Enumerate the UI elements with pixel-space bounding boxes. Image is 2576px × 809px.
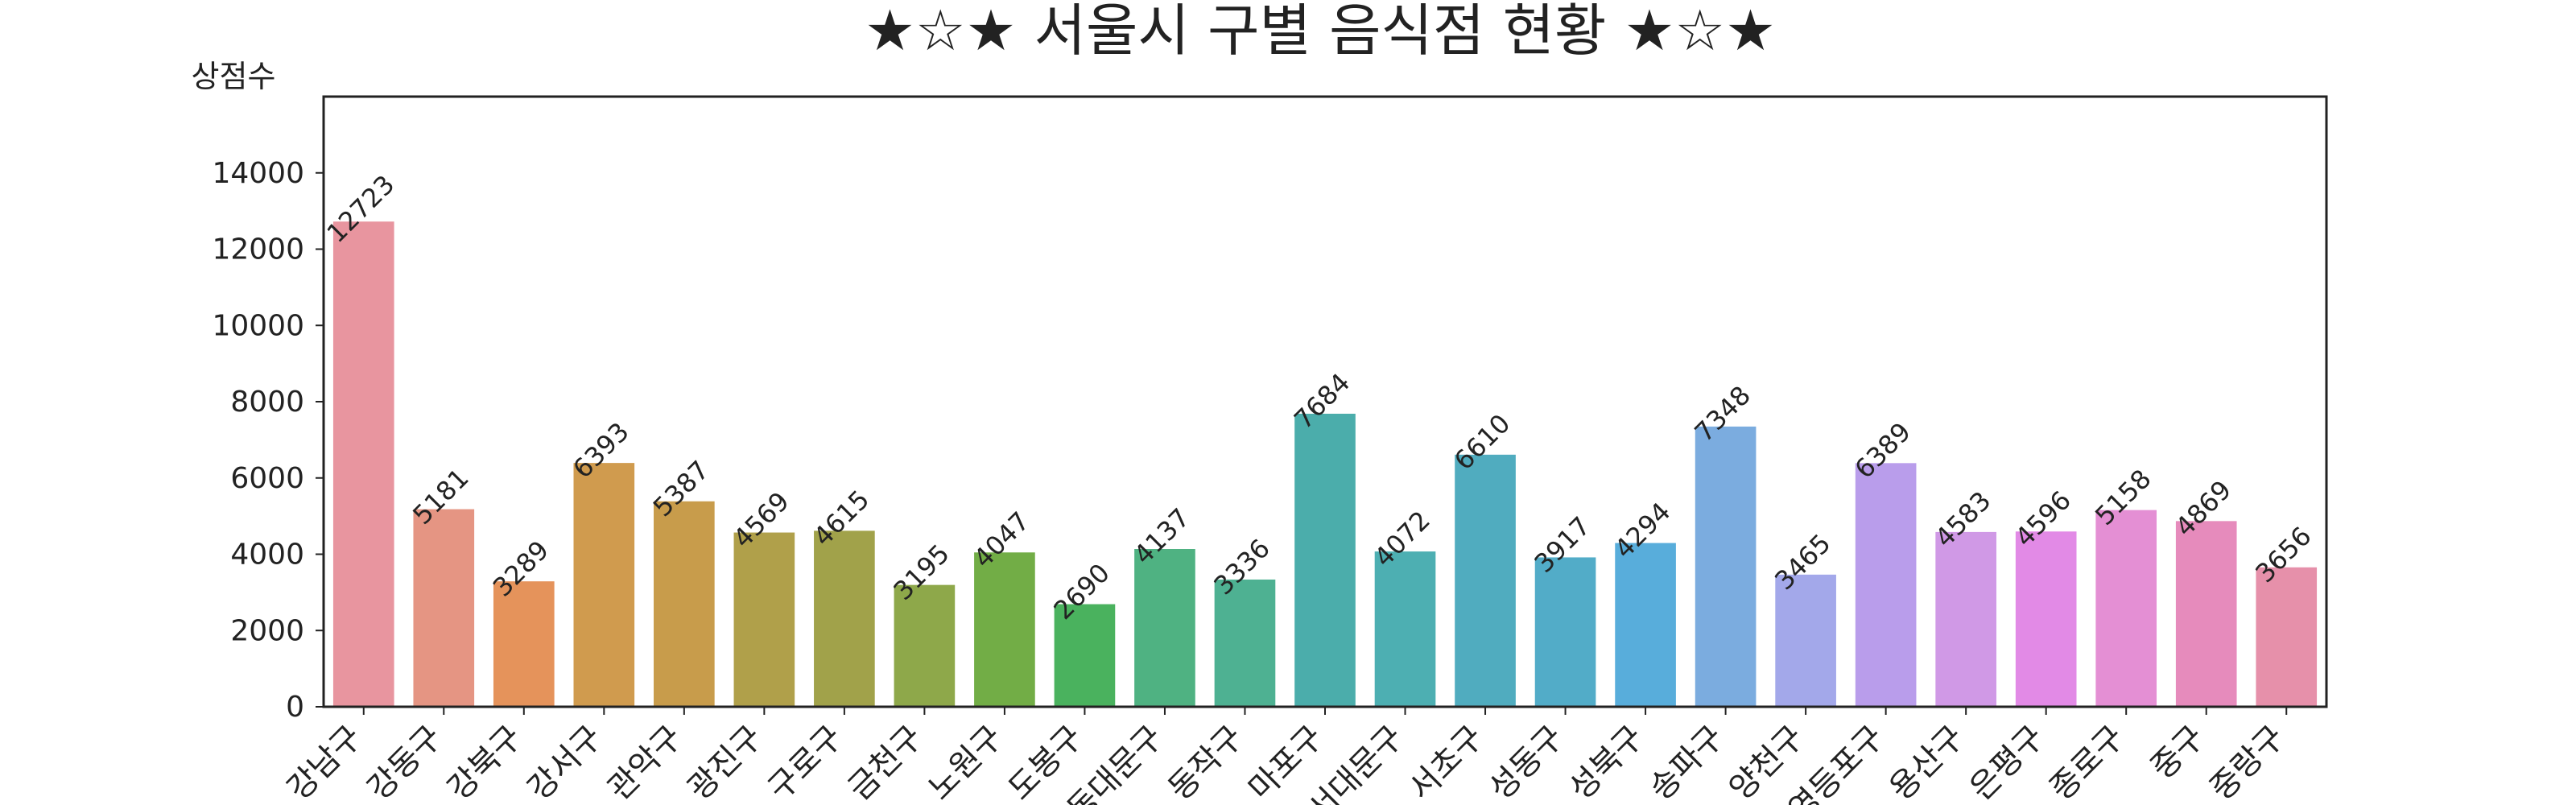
- plot-frame: [322, 95, 2328, 708]
- chart-title: ★☆★ 서울시 구별 음식점 현황 ★☆★: [865, 0, 1776, 64]
- bar-성동구: [1534, 557, 1596, 707]
- bar-은평구: [2015, 531, 2077, 707]
- x-tick-label: 강남구: [280, 719, 369, 805]
- bar-송파구: [1695, 426, 1757, 707]
- bar-양천구: [1775, 574, 1836, 707]
- x-tick-label: 성북구: [1563, 719, 1652, 805]
- bar-강남구: [332, 221, 394, 707]
- x-tick-label: 동작구: [1162, 719, 1251, 805]
- bar-강서구: [573, 463, 635, 707]
- bar-용산구: [1935, 531, 1996, 707]
- x-tick-label: 금천구: [841, 719, 931, 805]
- bar-종로구: [2095, 510, 2157, 707]
- x-tick-label: 종로구: [2043, 719, 2132, 805]
- bar-강북구: [493, 581, 555, 707]
- bar-중랑구: [2256, 567, 2318, 707]
- x-tick-label: 구로구: [761, 719, 850, 805]
- y-axis-label: 상점수: [192, 59, 276, 94]
- bar-구로구: [814, 530, 875, 707]
- x-tick-label: 강동구: [361, 719, 450, 805]
- bar-서초구: [1455, 454, 1516, 707]
- bar-마포구: [1294, 413, 1356, 707]
- bar-노원구: [974, 552, 1035, 707]
- bar-영등포구: [1855, 463, 1917, 707]
- x-tick-label: 성동구: [1482, 719, 1571, 805]
- y-tick-label: 2000: [230, 614, 304, 647]
- x-tick-label: 강서구: [521, 719, 610, 805]
- bar-금천구: [894, 584, 956, 707]
- bar-도봉구: [1054, 604, 1116, 707]
- x-tick-label: 송파구: [1642, 719, 1732, 805]
- y-tick-label: 6000: [230, 462, 304, 495]
- bar-서대문구: [1374, 551, 1436, 707]
- x-tick-label: 은평구: [1963, 719, 2052, 805]
- bar-동작구: [1214, 579, 1276, 707]
- x-tick-label: 광진구: [681, 719, 770, 805]
- x-tick-label: 용산구: [1883, 719, 1972, 805]
- bar-중구: [2175, 521, 2237, 707]
- y-ticks-group: 0 2000 4000 6000 8000 10000 12000 14000: [212, 157, 324, 724]
- bars-group: [332, 221, 2318, 707]
- y-tick-label: 10000: [212, 309, 304, 342]
- bar-관악구: [654, 501, 715, 707]
- y-tick-label: 8000: [230, 386, 304, 419]
- x-ticks-group: 강남구강동구강북구강서구관악구광진구구로구금천구노원구도봉구동대문구동작구마포구…: [280, 707, 2293, 809]
- bar-동대문구: [1134, 549, 1195, 707]
- bar-강동구: [413, 509, 475, 707]
- x-tick-label: 중랑구: [2203, 719, 2293, 805]
- y-tick-label: 14000: [212, 157, 304, 190]
- y-tick-label: 12000: [212, 233, 304, 266]
- y-tick-label: 4000: [230, 539, 304, 572]
- y-tick-label: 0: [286, 691, 304, 724]
- x-tick-label: 강북구: [440, 719, 530, 805]
- x-tick-label: 관악구: [601, 719, 690, 805]
- x-tick-label: 서초구: [1402, 719, 1492, 805]
- x-tick-label: 노원구: [921, 719, 1010, 805]
- bar-성북구: [1615, 543, 1676, 707]
- x-tick-label: 중구: [2144, 719, 2212, 787]
- bar-광진구: [733, 532, 795, 707]
